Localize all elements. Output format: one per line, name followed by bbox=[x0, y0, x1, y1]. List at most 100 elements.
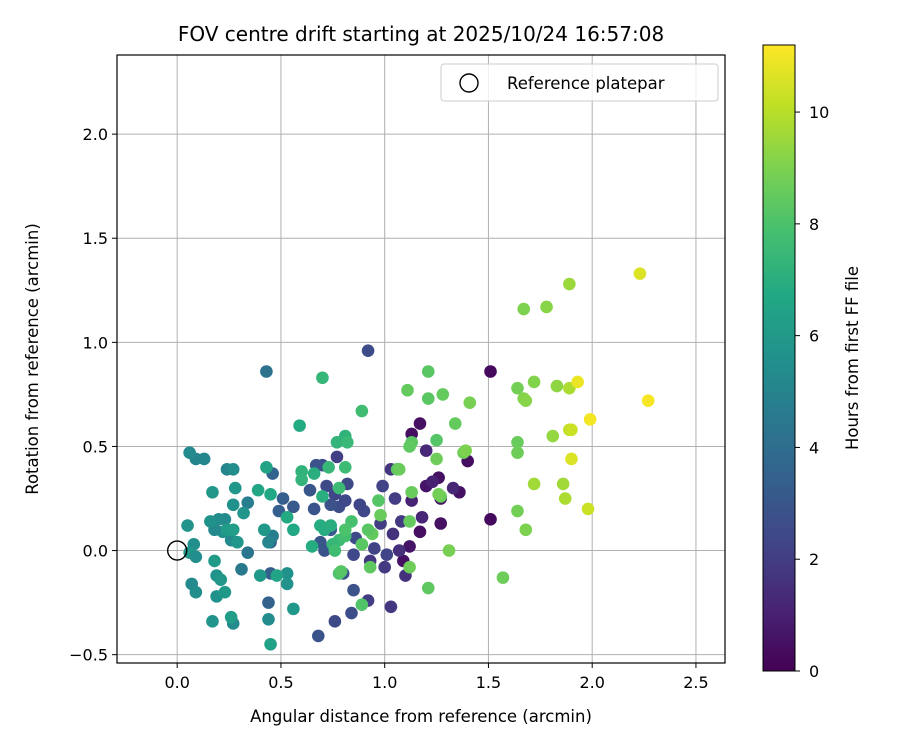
scatter-point bbox=[403, 440, 416, 453]
scatter-point bbox=[324, 498, 338, 512]
y-axis-ticks: −0.5 0.0 0.5 1.0 1.5 2.0 bbox=[69, 125, 117, 665]
scatter-point bbox=[463, 396, 477, 410]
scatter-point bbox=[307, 502, 321, 516]
scatter-point bbox=[231, 535, 244, 549]
scatter-point bbox=[421, 581, 435, 595]
scatter-point bbox=[415, 510, 429, 524]
scatter-point bbox=[403, 560, 416, 574]
scatter-point bbox=[430, 433, 443, 447]
colorbar-label: Hours from first FF file bbox=[843, 266, 862, 450]
scatter-point bbox=[260, 460, 273, 474]
x-tick-label: 0.0 bbox=[164, 673, 189, 692]
scatter-point bbox=[527, 375, 541, 389]
scatter-point bbox=[392, 463, 406, 476]
scatter-point bbox=[341, 435, 354, 449]
x-tick-label: 1.0 bbox=[372, 673, 397, 692]
scatter-point bbox=[434, 517, 448, 530]
scatter-point bbox=[517, 302, 531, 316]
scatter-point bbox=[235, 563, 248, 576]
scatter-point bbox=[519, 523, 533, 537]
scatter-point bbox=[571, 375, 584, 389]
scatter-point bbox=[361, 523, 375, 537]
scatter-point bbox=[436, 388, 450, 401]
scatter-point bbox=[287, 602, 300, 616]
scatter-point bbox=[583, 413, 597, 426]
scatter-point bbox=[413, 417, 427, 430]
y-tick-label: 2.0 bbox=[83, 125, 108, 144]
scatter-point bbox=[303, 483, 317, 497]
scatter-point bbox=[380, 548, 394, 562]
scatter-point bbox=[511, 435, 524, 449]
scatter-point bbox=[287, 523, 300, 537]
scatter-point bbox=[316, 490, 329, 503]
colorbar-tick-label: 8 bbox=[809, 215, 819, 234]
scatter-point bbox=[347, 548, 360, 562]
scatter-point bbox=[293, 419, 306, 432]
scatter-point bbox=[241, 546, 255, 559]
y-tick-label: 0.5 bbox=[83, 437, 108, 456]
colorbar-tick-label: 2 bbox=[809, 550, 819, 569]
scatter-point bbox=[372, 494, 385, 507]
scatter-point bbox=[332, 481, 346, 495]
scatter-point bbox=[260, 365, 273, 378]
x-tick-label: 1.5 bbox=[476, 673, 501, 692]
scatter-point bbox=[324, 519, 338, 532]
scatter-point bbox=[237, 506, 250, 520]
scatter-point bbox=[355, 538, 369, 551]
x-axis-label: Angular distance from reference (arcmin) bbox=[250, 707, 592, 726]
scatter-point bbox=[287, 500, 300, 514]
scatter-point bbox=[459, 444, 472, 457]
scatter-point bbox=[641, 394, 655, 407]
scatter-point bbox=[378, 560, 391, 574]
scatter-point bbox=[484, 513, 497, 526]
scatter-point bbox=[181, 519, 194, 532]
scatter-point bbox=[206, 485, 219, 499]
scatter-point bbox=[565, 423, 578, 437]
scatter-point bbox=[280, 567, 294, 580]
scatter-point bbox=[511, 446, 524, 459]
scatter-point bbox=[403, 515, 416, 528]
colorbar-tick-label: 4 bbox=[809, 438, 819, 457]
scatter-point bbox=[386, 527, 400, 541]
scatter-point bbox=[527, 477, 541, 491]
scatter-point bbox=[448, 417, 462, 430]
scatter-point bbox=[540, 300, 553, 314]
scatter-point bbox=[355, 404, 369, 418]
legend-entry-reference: Reference platepar bbox=[507, 74, 665, 93]
reference-platepar-marker bbox=[166, 540, 188, 561]
scatter-point bbox=[262, 612, 275, 626]
scatter-point bbox=[258, 523, 271, 537]
scatter-point bbox=[307, 467, 321, 480]
scatter-point bbox=[368, 542, 381, 555]
scatter-point bbox=[338, 460, 352, 474]
scatter-point bbox=[183, 446, 196, 459]
scatter-point bbox=[550, 379, 564, 393]
scatter-point bbox=[430, 452, 443, 466]
legend: Reference platepar bbox=[440, 63, 719, 102]
scatter-point bbox=[295, 473, 308, 487]
y-tick-label: 0.0 bbox=[83, 542, 108, 561]
scatter-point bbox=[241, 496, 255, 509]
scatter-point bbox=[558, 492, 572, 505]
scatter-point bbox=[208, 554, 221, 568]
plot-frame bbox=[116, 54, 726, 664]
scatter-point bbox=[511, 504, 524, 518]
scatter-point bbox=[334, 565, 348, 578]
scatter-point bbox=[345, 606, 358, 620]
scatter-point bbox=[353, 498, 367, 512]
scatter-point bbox=[403, 540, 416, 553]
scatter-point bbox=[376, 479, 389, 493]
scatter-point bbox=[262, 596, 275, 609]
x-tick-label: 2.5 bbox=[683, 673, 708, 692]
scatter-point bbox=[305, 540, 319, 553]
scatter-point bbox=[320, 479, 333, 493]
scatter-point bbox=[338, 523, 352, 537]
scatter-point bbox=[565, 452, 578, 466]
x-tick-label: 2.0 bbox=[579, 673, 604, 692]
scatter-point bbox=[206, 615, 219, 628]
scatter-point bbox=[419, 444, 433, 457]
scatter-point bbox=[413, 525, 427, 539]
scatter-point bbox=[226, 498, 240, 512]
scatter-point bbox=[316, 371, 329, 385]
scatter-point bbox=[363, 560, 377, 574]
